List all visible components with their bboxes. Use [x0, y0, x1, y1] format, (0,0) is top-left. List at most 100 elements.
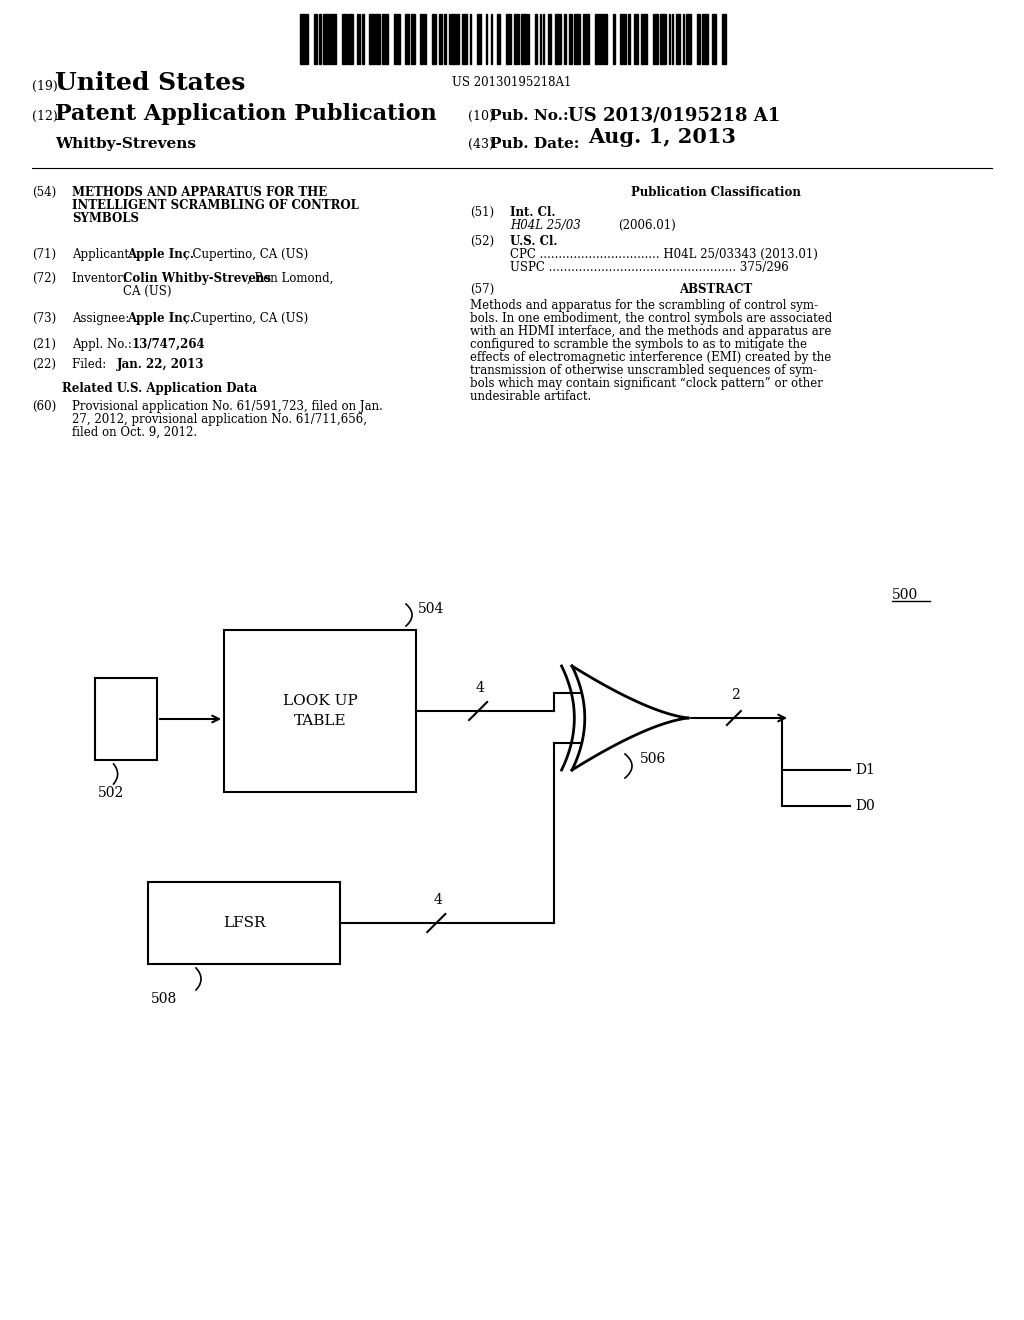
Text: , Cupertino, CA (US): , Cupertino, CA (US)	[185, 248, 308, 261]
Bar	[641, 15, 647, 63]
Bar	[712, 15, 716, 63]
Text: 4: 4	[476, 681, 484, 696]
Bar	[676, 15, 680, 63]
Bar	[342, 15, 347, 63]
Bar	[535, 15, 537, 63]
Text: (21): (21)	[32, 338, 56, 351]
Bar	[628, 15, 630, 63]
Bar	[702, 15, 708, 63]
Text: (2006.01): (2006.01)	[618, 219, 676, 232]
Bar	[620, 15, 626, 63]
Text: U.S. Cl.: U.S. Cl.	[510, 235, 557, 248]
Bar	[369, 15, 374, 63]
Bar	[348, 15, 353, 63]
Text: Apple Inc.: Apple Inc.	[127, 312, 194, 325]
Bar	[330, 15, 336, 63]
Text: bols which may contain significant “clock pattern” or other: bols which may contain significant “cloc…	[470, 378, 823, 389]
Text: D1: D1	[855, 763, 874, 777]
Bar	[424, 15, 426, 63]
Text: US 20130195218A1: US 20130195218A1	[453, 77, 571, 88]
Bar	[362, 15, 364, 63]
Text: US 2013/0195218 A1: US 2013/0195218 A1	[568, 106, 780, 124]
Text: Methods and apparatus for the scrambling of control sym-: Methods and apparatus for the scrambling…	[470, 300, 818, 312]
Text: Apple Inc.: Apple Inc.	[127, 248, 194, 261]
Text: D0: D0	[855, 799, 874, 813]
Text: Colin Whitby-Strevens: Colin Whitby-Strevens	[123, 272, 271, 285]
Text: (10): (10)	[468, 110, 494, 123]
Text: Patent Application Publication: Patent Application Publication	[55, 103, 437, 125]
Bar	[462, 15, 467, 63]
Text: 506: 506	[640, 752, 667, 766]
Bar	[634, 15, 638, 63]
Bar	[569, 15, 572, 63]
Text: undesirable artifact.: undesirable artifact.	[470, 389, 591, 403]
Bar	[497, 15, 500, 63]
Bar	[574, 15, 580, 63]
Bar	[148, 882, 340, 964]
Bar	[451, 15, 455, 63]
Text: Provisional application No. 61/591,723, filed on Jan.: Provisional application No. 61/591,723, …	[72, 400, 383, 413]
Text: filed on Oct. 9, 2012.: filed on Oct. 9, 2012.	[72, 426, 198, 440]
Text: LOOK UP: LOOK UP	[283, 694, 357, 708]
Text: (51): (51)	[470, 206, 495, 219]
Bar	[444, 15, 446, 63]
Bar	[432, 15, 436, 63]
Bar	[697, 15, 700, 63]
Text: USPC .................................................. 375/296: USPC ...................................…	[510, 261, 788, 275]
Bar	[375, 15, 380, 63]
Text: INTELLIGENT SCRAMBLING OF CONTROL: INTELLIGENT SCRAMBLING OF CONTROL	[72, 199, 358, 213]
Bar	[602, 15, 607, 63]
Text: Related U.S. Application Data: Related U.S. Application Data	[62, 381, 258, 395]
Text: ABSTRACT: ABSTRACT	[679, 282, 753, 296]
Bar	[506, 15, 511, 63]
Text: METHODS AND APPARATUS FOR THE: METHODS AND APPARATUS FOR THE	[72, 186, 328, 199]
Text: Publication Classification: Publication Classification	[631, 186, 801, 199]
Bar	[555, 15, 561, 63]
Text: bols. In one embodiment, the control symbols are associated: bols. In one embodiment, the control sym…	[470, 312, 833, 325]
Text: Applicant:: Applicant:	[72, 248, 140, 261]
Bar	[583, 15, 589, 63]
Bar	[548, 15, 551, 63]
Bar	[613, 15, 615, 63]
Text: Pub. No.:: Pub. No.:	[490, 110, 568, 123]
Bar	[420, 15, 423, 63]
Text: (43): (43)	[468, 139, 494, 150]
Text: United States: United States	[55, 71, 246, 95]
Bar	[394, 15, 400, 63]
Bar	[653, 15, 658, 63]
Bar	[686, 15, 691, 63]
Text: 2: 2	[731, 688, 740, 702]
Text: configured to scramble the symbols to as to mitigate the: configured to scramble the symbols to as…	[470, 338, 807, 351]
Bar	[564, 15, 566, 63]
Bar	[323, 15, 329, 63]
Bar	[406, 15, 409, 63]
Bar	[95, 678, 157, 760]
Text: with an HDMI interface, and the methods and apparatus are: with an HDMI interface, and the methods …	[470, 325, 831, 338]
Bar	[722, 15, 726, 63]
Text: Int. Cl.: Int. Cl.	[510, 206, 555, 219]
Bar	[595, 15, 601, 63]
Bar	[456, 15, 459, 63]
Bar	[477, 15, 481, 63]
Text: (19): (19)	[32, 81, 57, 92]
Bar	[514, 15, 519, 63]
Text: Jan. 22, 2013: Jan. 22, 2013	[117, 358, 205, 371]
Bar	[319, 15, 321, 63]
Bar	[382, 15, 388, 63]
Text: (22): (22)	[32, 358, 56, 371]
Text: CA (US): CA (US)	[123, 285, 171, 298]
Text: TABLE: TABLE	[294, 714, 346, 729]
Text: LFSR: LFSR	[223, 916, 265, 931]
Bar	[521, 15, 527, 63]
Text: (12): (12)	[32, 110, 57, 123]
Text: SYMBOLS: SYMBOLS	[72, 213, 139, 224]
Text: 4: 4	[434, 894, 442, 907]
Text: 13/747,264: 13/747,264	[132, 338, 206, 351]
Text: CPC ................................ H04L 25/03343 (2013.01): CPC ................................ H04…	[510, 248, 818, 261]
Text: (72): (72)	[32, 272, 56, 285]
Text: 27, 2012, provisional application No. 61/711,656,: 27, 2012, provisional application No. 61…	[72, 413, 367, 426]
Text: Inventor:: Inventor:	[72, 272, 138, 285]
Text: Filed:: Filed:	[72, 358, 140, 371]
Text: Appl. No.:: Appl. No.:	[72, 338, 139, 351]
Bar	[411, 15, 415, 63]
